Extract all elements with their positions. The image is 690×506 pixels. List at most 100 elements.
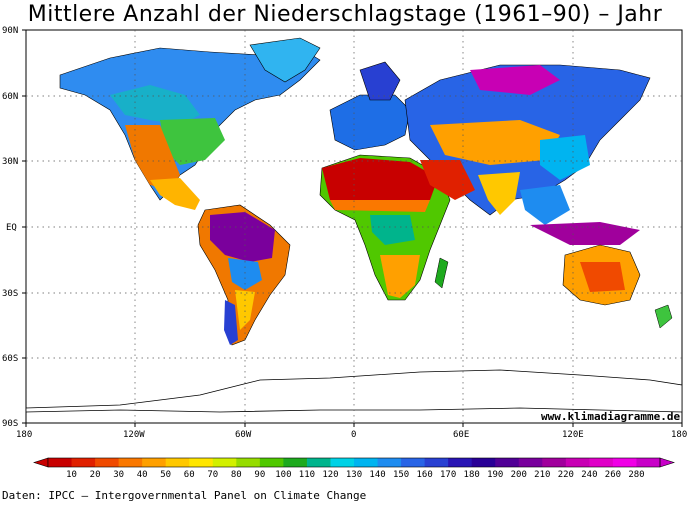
region-central-asia xyxy=(430,120,560,165)
lat-label-90s: 90S xyxy=(2,419,18,429)
region-scandinavia xyxy=(359,61,401,101)
colorbar-swatch xyxy=(612,458,637,467)
region-australia-interior xyxy=(580,262,625,292)
colorbar-swatch xyxy=(589,458,614,467)
colorbar-swatch xyxy=(471,458,496,467)
lon-label-0: 0 xyxy=(351,430,356,440)
lat-label-eq: EQ xyxy=(6,223,17,233)
colorbar: 10 20 30 40 50 60 70 80 90 100 110 120 130 140 150 160 1… xyxy=(33,457,675,480)
colorbar-swatch xyxy=(71,458,96,467)
colorbar-swatch xyxy=(518,458,543,467)
colorbar-swatch xyxy=(306,458,331,467)
colorbar-label: 280 xyxy=(628,470,644,480)
lat-label-60s: 60S xyxy=(2,354,18,364)
region-china-east xyxy=(540,135,590,180)
region-antarctica xyxy=(25,369,683,413)
colorbar-frame xyxy=(47,457,661,468)
colorbar-swatch xyxy=(565,458,590,467)
colorbar-swatch xyxy=(542,458,567,467)
lat-label-90n: 90N xyxy=(2,26,18,36)
axis-ticks xyxy=(22,29,683,427)
region-southern-africa xyxy=(380,255,420,298)
colorbar-label: 70 xyxy=(207,470,218,480)
colorbar-label: 200 xyxy=(511,470,527,480)
longitude-labels: 180 120W 60W 0 60E 120E 180 xyxy=(16,430,687,440)
region-south-chile xyxy=(224,300,238,345)
latitude-labels: 90N 60N 30N EQ 30S 60S 90S xyxy=(2,26,18,429)
lon-label-180e: 180 xyxy=(671,430,687,440)
colorbar-label: 80 xyxy=(231,470,242,480)
colorbar-swatch xyxy=(259,458,284,467)
region-sahara xyxy=(322,158,438,205)
region-new-zealand xyxy=(654,304,673,329)
colorbar-label: 110 xyxy=(299,470,315,480)
region-argentina xyxy=(235,290,255,330)
colorbar-label: 20 xyxy=(90,470,101,480)
colorbar-label: 240 xyxy=(581,470,597,480)
colorbar-swatch xyxy=(495,458,520,467)
colorbar-swatch xyxy=(236,458,261,467)
credit-text: www.klimadiagramme.de xyxy=(541,410,681,423)
region-usa-east xyxy=(160,118,225,165)
region-congo xyxy=(370,215,415,245)
colorbar-arrow-high xyxy=(659,457,675,468)
region-canada-west xyxy=(110,85,200,125)
colorbar-label: 30 xyxy=(113,470,124,480)
colorbar-swatch xyxy=(283,458,308,467)
colorbar-swatch xyxy=(165,458,190,467)
lat-label-30s: 30S xyxy=(2,289,18,299)
region-arabia xyxy=(420,160,475,200)
colorbar-swatch xyxy=(212,458,237,467)
region-india xyxy=(478,172,520,215)
region-sahel xyxy=(330,200,430,212)
lon-label-120w: 120W xyxy=(123,430,145,440)
colorbar-swatch xyxy=(330,458,355,467)
colorbar-swatch xyxy=(142,458,167,467)
region-mexico xyxy=(150,178,200,210)
colorbar-label: 90 xyxy=(254,470,265,480)
colorbar-label: 140 xyxy=(369,470,385,480)
region-amazon-fringe xyxy=(228,258,262,290)
colorbar-arrow-low xyxy=(33,457,49,468)
map-title: Mittlere Anzahl der Niederschlagstage (1… xyxy=(27,2,663,27)
lon-label-60e: 60E xyxy=(453,430,469,440)
colorbar-swatch xyxy=(48,458,73,467)
region-madagascar xyxy=(434,257,449,289)
lon-label-180w: 180 xyxy=(16,430,32,440)
colorbar-swatch xyxy=(118,458,143,467)
colorbar-label: 10 xyxy=(66,470,77,480)
lon-label-120e: 120E xyxy=(562,430,584,440)
colorbar-swatch xyxy=(189,458,214,467)
colorbar-swatch xyxy=(636,458,661,467)
colorbar-swatch xyxy=(448,458,473,467)
region-indonesia xyxy=(530,222,640,245)
colorbar-label: 40 xyxy=(137,470,148,480)
colorbar-label: 160 xyxy=(416,470,432,480)
colorbar-label: 220 xyxy=(558,470,574,480)
colorbar-label: 260 xyxy=(605,470,621,480)
colorbar-swatch xyxy=(95,458,120,467)
colorbar-label: 130 xyxy=(346,470,362,480)
data-source-text: Daten: IPCC – Intergovernmental Panel on… xyxy=(2,489,367,502)
colorbar-swatch xyxy=(401,458,426,467)
colorbar-label: 150 xyxy=(393,470,409,480)
colorbar-label: 190 xyxy=(487,470,503,480)
region-amazon xyxy=(210,212,275,262)
lat-label-30n: 30N xyxy=(2,157,18,167)
region-siberia xyxy=(470,65,560,95)
colorbar-label: 210 xyxy=(534,470,550,480)
lon-label-60w: 60W xyxy=(235,430,252,440)
colorbar-swatch xyxy=(377,458,402,467)
colorbar-label: 180 xyxy=(464,470,480,480)
lat-label-60n: 60N xyxy=(2,92,18,102)
region-usa-southwest xyxy=(125,125,180,190)
colorbar-label: 170 xyxy=(440,470,456,480)
colorbar-label: 100 xyxy=(275,470,291,480)
colorbar-swatch xyxy=(354,458,379,467)
region-greenland xyxy=(249,37,321,83)
colorbar-label: 120 xyxy=(322,470,338,480)
colorbar-label: 60 xyxy=(184,470,195,480)
map-regions xyxy=(25,37,683,413)
colorbar-swatch xyxy=(424,458,449,467)
